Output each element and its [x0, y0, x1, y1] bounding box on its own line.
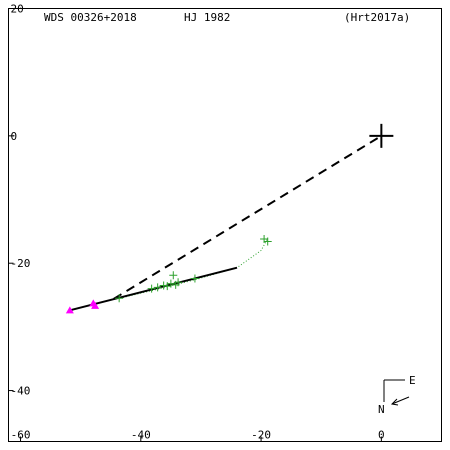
y-tick-label: -20 — [11, 257, 31, 270]
observation-plus-point — [159, 281, 168, 290]
y-tick-label: 20 — [11, 3, 24, 16]
observation-plus-point — [190, 274, 199, 283]
compass-motion-arrow — [391, 396, 410, 405]
observation-plus-point — [263, 237, 272, 246]
compass-north-label: N — [378, 403, 385, 416]
observation-plus-point — [166, 279, 175, 288]
first-observation-triangle — [91, 301, 100, 309]
compass-arrow-head-icon — [390, 398, 399, 406]
observation-plus-point — [153, 283, 162, 292]
observation-plus-point — [147, 284, 156, 293]
compass: E N — [378, 374, 416, 416]
y-tick-label: -40 — [11, 385, 31, 398]
observation-marks — [65, 123, 394, 314]
wds-id-label: WDS 00326+2018 — [44, 11, 137, 24]
x-tick-label: -60 — [11, 429, 31, 442]
first-observation-triangle — [65, 306, 74, 314]
dashed-line-to-primary — [113, 134, 382, 300]
plot-frame — [8, 8, 442, 442]
discoverer-label: HJ 1982 — [184, 11, 230, 24]
observation-plus-point — [169, 271, 178, 280]
observation-plus-point — [115, 294, 124, 303]
orbit-tracks — [69, 134, 382, 312]
compass-east-label: E — [409, 374, 416, 387]
axis-ticks: 20 0 -20 -40 -60 -40 -20 0 — [8, 3, 385, 442]
reference-label: (Hrt2017a) — [344, 11, 410, 24]
y-tick-label: 0 — [11, 130, 18, 143]
x-tick-label: -40 — [131, 429, 151, 442]
x-tick-label: -20 — [251, 429, 271, 442]
x-tick-label: 0 — [378, 429, 385, 442]
observation-plus-point — [174, 278, 183, 287]
